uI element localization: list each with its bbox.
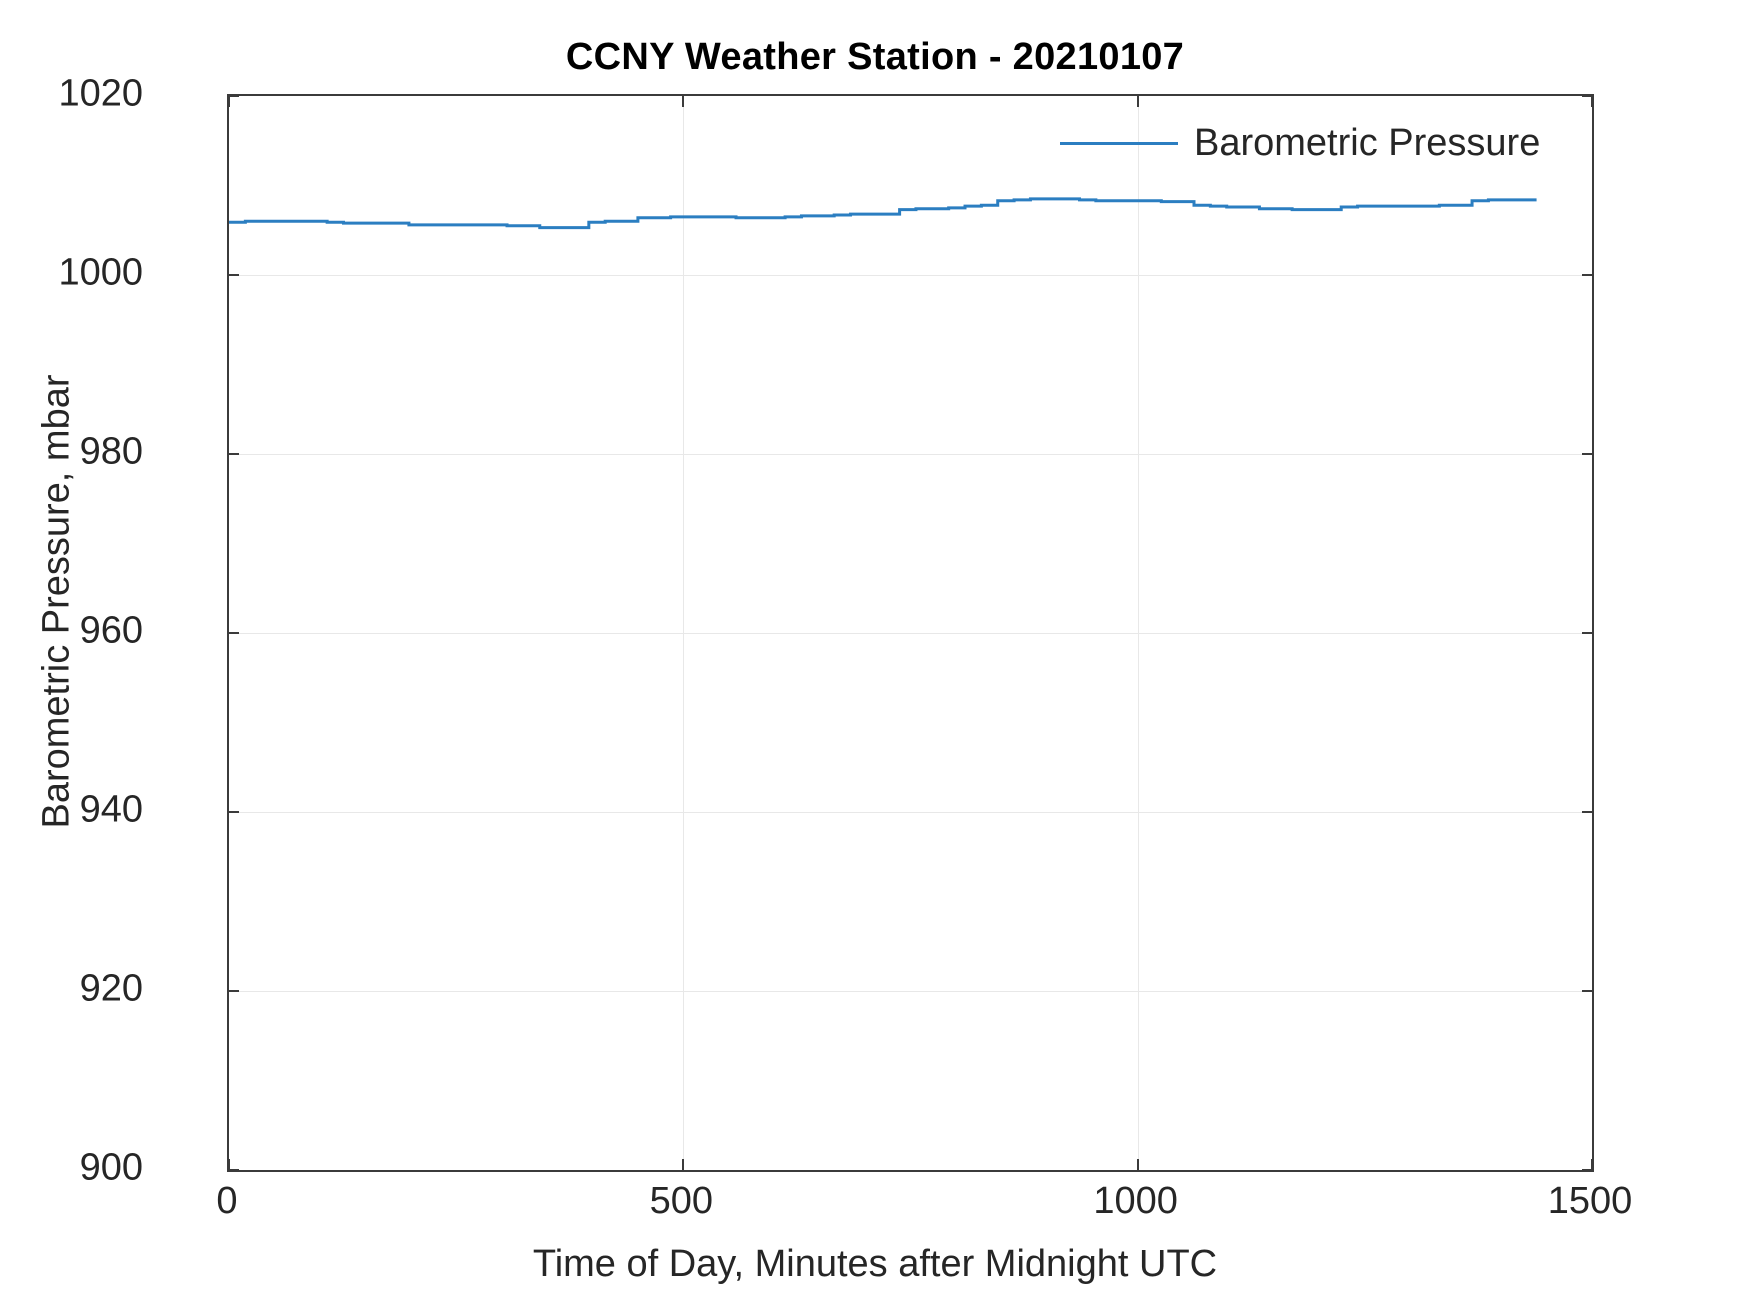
x-axis-tick (1136, 1159, 1139, 1170)
y-axis-tick (229, 274, 239, 276)
x-axis-title: Time of Day, Minutes after Midnight UTC (532, 1243, 1218, 1285)
gridline-vertical (683, 96, 685, 1170)
y-axis-tick-right (1582, 453, 1592, 455)
x-axis-tick-top (682, 96, 685, 107)
y-axis-tick (229, 96, 239, 97)
x-axis-tick-top (1136, 96, 1139, 107)
legend-line-swatch (1060, 142, 1178, 145)
x-axis-tick (229, 1159, 230, 1170)
x-axis-tick (1591, 1159, 1592, 1170)
y-axis-tick-label: 980 (79, 430, 143, 473)
series-line-barometric-pressure (229, 197, 1537, 230)
legend-item-label: Barometric Pressure (1194, 122, 1541, 164)
y-axis-tick-label: 1000 (58, 251, 143, 294)
y-axis-tick-label: 920 (79, 967, 143, 1010)
y-axis-tick-label: 960 (79, 609, 143, 652)
y-axis-tick (229, 1169, 239, 1170)
chart-title: CCNY Weather Station - 20210107 (565, 36, 1185, 78)
y-axis-tick (229, 632, 239, 634)
gridline-horizontal (229, 633, 1592, 634)
gridline-vertical (1137, 96, 1139, 1170)
y-axis-tick-label: 940 (79, 788, 143, 831)
y-axis-tick-right (1582, 811, 1592, 813)
y-axis-tick-right (1582, 632, 1592, 634)
x-axis-tick (682, 1159, 685, 1170)
x-axis-tick-label: 1000 (1093, 1180, 1178, 1222)
legend: Barometric Pressure (1060, 122, 1540, 165)
x-axis-tick-label: 500 (649, 1180, 714, 1222)
plot-inner (229, 96, 1592, 1170)
y-axis-tick-right (1582, 274, 1592, 276)
x-axis-tick-label: 1500 (1547, 1180, 1633, 1222)
x-axis-tick-top (229, 96, 230, 107)
gridline-horizontal (229, 991, 1592, 992)
series-layer (229, 197, 1537, 230)
y-axis-tick (229, 453, 239, 455)
y-axis-tick (229, 811, 239, 813)
y-axis-tick-label: 900 (79, 1146, 143, 1189)
y-axis-tick-right (1582, 990, 1592, 992)
gridline-horizontal (229, 454, 1592, 455)
x-axis-tick-top (1591, 96, 1592, 107)
plot-area (227, 94, 1594, 1172)
y-axis-tick-label: 1020 (58, 72, 143, 115)
gridline-horizontal (229, 275, 1592, 276)
y-axis-tick (229, 990, 239, 992)
y-axis-tick-right (1582, 96, 1592, 97)
x-axis-tick-label: 0 (216, 1180, 238, 1222)
y-axis-tick-right (1582, 1169, 1592, 1170)
gridline-horizontal (229, 812, 1592, 813)
